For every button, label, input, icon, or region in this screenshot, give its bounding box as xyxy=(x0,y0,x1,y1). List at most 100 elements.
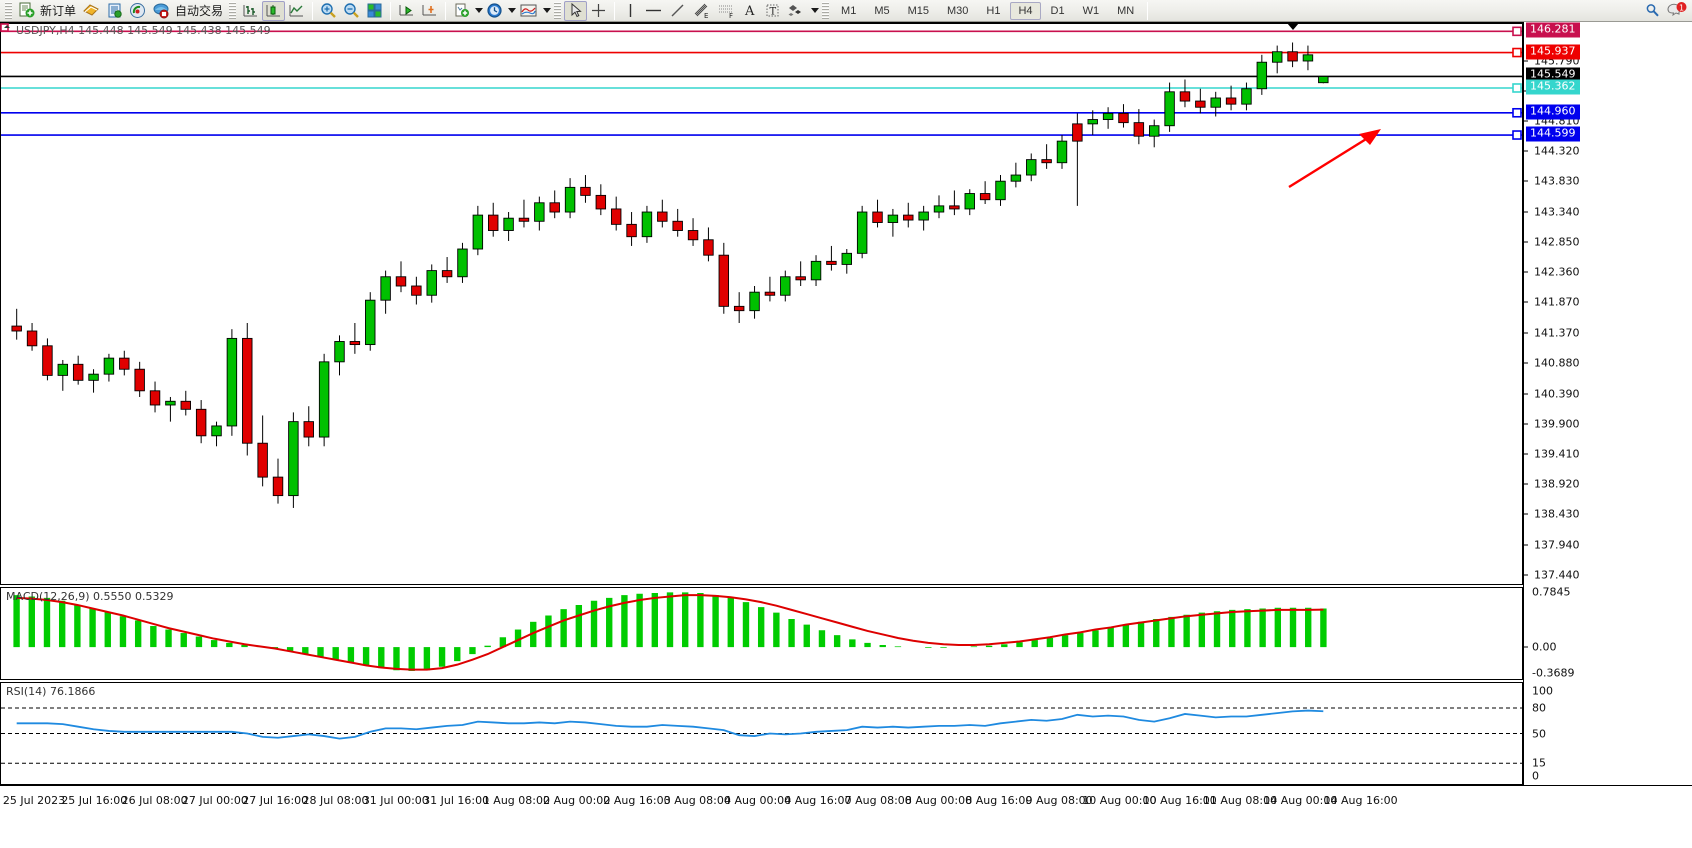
indicators-button[interactable] xyxy=(516,1,541,21)
line-chart-button[interactable] xyxy=(285,1,308,21)
annotation-arrow xyxy=(1288,129,1381,189)
candlestick xyxy=(1149,119,1160,148)
timeframe-button-m1[interactable]: M1 xyxy=(841,4,857,17)
candlestick xyxy=(365,292,376,351)
timeframe-button-h1[interactable]: H1 xyxy=(986,4,1001,17)
chart-scroll-marker-icon[interactable] xyxy=(1286,22,1300,31)
data-window-button[interactable] xyxy=(103,1,126,21)
objects-dropdown-caret[interactable] xyxy=(811,8,820,13)
candlestick xyxy=(134,361,145,397)
timeframe-button-h4[interactable]: H4 xyxy=(1010,1,1041,20)
timeframe-button-mn[interactable]: MN xyxy=(1117,4,1135,17)
price-label-take-profit-line[interactable]: 146.281 xyxy=(1526,22,1580,38)
period-button[interactable] xyxy=(483,1,506,21)
level-line-take-profit-line xyxy=(1,26,1522,37)
objects-icon xyxy=(788,5,802,16)
price-tick-label: 139.900 xyxy=(1534,417,1580,431)
toolbar-grip-3[interactable] xyxy=(554,1,562,20)
timeframe-button-m15[interactable]: M15 xyxy=(907,4,929,17)
toolbar-grip-2[interactable] xyxy=(229,1,237,20)
candlestick-chart-button[interactable] xyxy=(262,0,286,21)
toolbar-separator-3 xyxy=(445,1,447,20)
cursor-button[interactable] xyxy=(564,0,588,21)
toolbar-grip-4[interactable] xyxy=(822,1,830,20)
time-axis-label: 25 Jul 16:00 xyxy=(61,794,128,807)
candlestick xyxy=(226,329,238,436)
candlestick xyxy=(580,175,591,203)
objects-button[interactable] xyxy=(784,1,809,21)
time-axis-label: 26 Jul 08:00 xyxy=(121,794,188,807)
timeframe-button-m30[interactable]: M30 xyxy=(947,4,969,17)
price-label-bid-line[interactable]: 145.362 xyxy=(1526,79,1580,95)
new-order-button[interactable]: 新订单 xyxy=(15,1,79,21)
expert-advisors-button[interactable] xyxy=(79,1,103,21)
text-icon: A xyxy=(744,4,755,19)
price-label-resistance-line[interactable]: 145.937 xyxy=(1526,44,1580,60)
toolbar-grip[interactable] xyxy=(5,1,12,20)
signals-button[interactable] xyxy=(126,1,149,21)
price-tick-mark xyxy=(1524,271,1528,273)
time-axis-label: 28 Jul 08:00 xyxy=(302,794,369,807)
price-tick-mark xyxy=(1524,513,1528,515)
alerts-button[interactable]: 1 xyxy=(1664,1,1690,21)
trendline-button[interactable] xyxy=(666,1,689,21)
tile-windows-button[interactable] xyxy=(363,1,386,21)
rsi-label: RSI(14) 76.1866 xyxy=(6,685,96,698)
price-label-support-line-lower[interactable]: 144.599 xyxy=(1526,126,1580,142)
candlestick xyxy=(149,381,161,413)
price-tick-mark xyxy=(1524,332,1528,334)
candlestick xyxy=(1225,85,1237,111)
candlestick xyxy=(211,421,222,447)
candlestick xyxy=(1318,76,1329,84)
price-tick-mark xyxy=(1524,241,1528,243)
auto-scroll-button[interactable] xyxy=(395,1,418,21)
zoom-in-button[interactable] xyxy=(317,1,340,21)
price-label-last-price-line[interactable]: 145.549 xyxy=(1526,67,1580,83)
rsi-pane[interactable]: RSI(14) 76.1866 xyxy=(0,682,1523,785)
price-scale[interactable]: 145.790145.300144.810144.320143.830143.3… xyxy=(1523,22,1692,785)
indicators-dropdown-caret[interactable] xyxy=(543,8,552,13)
macd-pane[interactable]: MACD(12,26,9) 0.5550 0.5329 xyxy=(0,587,1523,680)
vertical-line-button[interactable] xyxy=(619,1,641,21)
period-dropdown-caret[interactable] xyxy=(508,8,517,13)
macd-label: MACD(12,26,9) 0.5550 0.5329 xyxy=(6,590,174,603)
price-tick-mark xyxy=(1524,483,1528,485)
chart-workspace[interactable]: USDJPY,H4 145.448 145.549 145.438 145.54… xyxy=(0,22,1692,848)
price-pane[interactable] xyxy=(0,22,1523,585)
price-label-support-line-upper[interactable]: 144.960 xyxy=(1526,104,1580,120)
indicators-icon xyxy=(520,4,537,17)
timeframe-button-m5[interactable]: M5 xyxy=(874,4,890,17)
candlestick xyxy=(72,355,84,385)
price-tick-label: 142.850 xyxy=(1534,235,1580,249)
timeframe-button-d1[interactable]: D1 xyxy=(1050,4,1065,17)
candlestick xyxy=(272,458,284,504)
candlestick xyxy=(195,400,207,444)
zoom-out-button[interactable] xyxy=(340,1,363,21)
chart-shift-button[interactable] xyxy=(418,1,441,21)
price-tick-mark xyxy=(1524,150,1528,152)
bar-chart-button[interactable] xyxy=(239,1,262,21)
auto-trading-button[interactable]: 自动交易 xyxy=(149,1,226,21)
text-label-button[interactable]: T xyxy=(761,1,784,21)
new-chart-button[interactable] xyxy=(450,1,473,21)
time-axis-label: 3 Aug 08:00 xyxy=(663,794,731,807)
macd-scale-label: -0.3689 xyxy=(1532,666,1575,680)
horizontal-line-button[interactable] xyxy=(641,1,666,21)
candlestick xyxy=(841,249,852,274)
price-tick-label: 139.410 xyxy=(1534,447,1580,461)
crosshair-button[interactable] xyxy=(587,1,610,21)
timeframe-button-w1[interactable]: W1 xyxy=(1082,4,1100,17)
equidistant-channel-button[interactable]: E xyxy=(689,1,714,21)
rsi-scale-label: 0 xyxy=(1532,769,1539,783)
macd-tick-mark xyxy=(1524,646,1528,648)
level-line-bid-line xyxy=(1,83,1522,93)
zoom-in-icon xyxy=(321,3,336,18)
candlestick xyxy=(703,227,714,262)
bar-chart-icon xyxy=(243,5,258,17)
text-button[interactable]: A xyxy=(739,1,761,21)
search-button[interactable] xyxy=(1641,1,1664,21)
new-chart-dropdown-caret[interactable] xyxy=(475,8,484,13)
price-tick-mark xyxy=(1524,362,1528,364)
fibonacci-button[interactable]: F xyxy=(714,1,739,21)
candlestick xyxy=(810,255,822,287)
